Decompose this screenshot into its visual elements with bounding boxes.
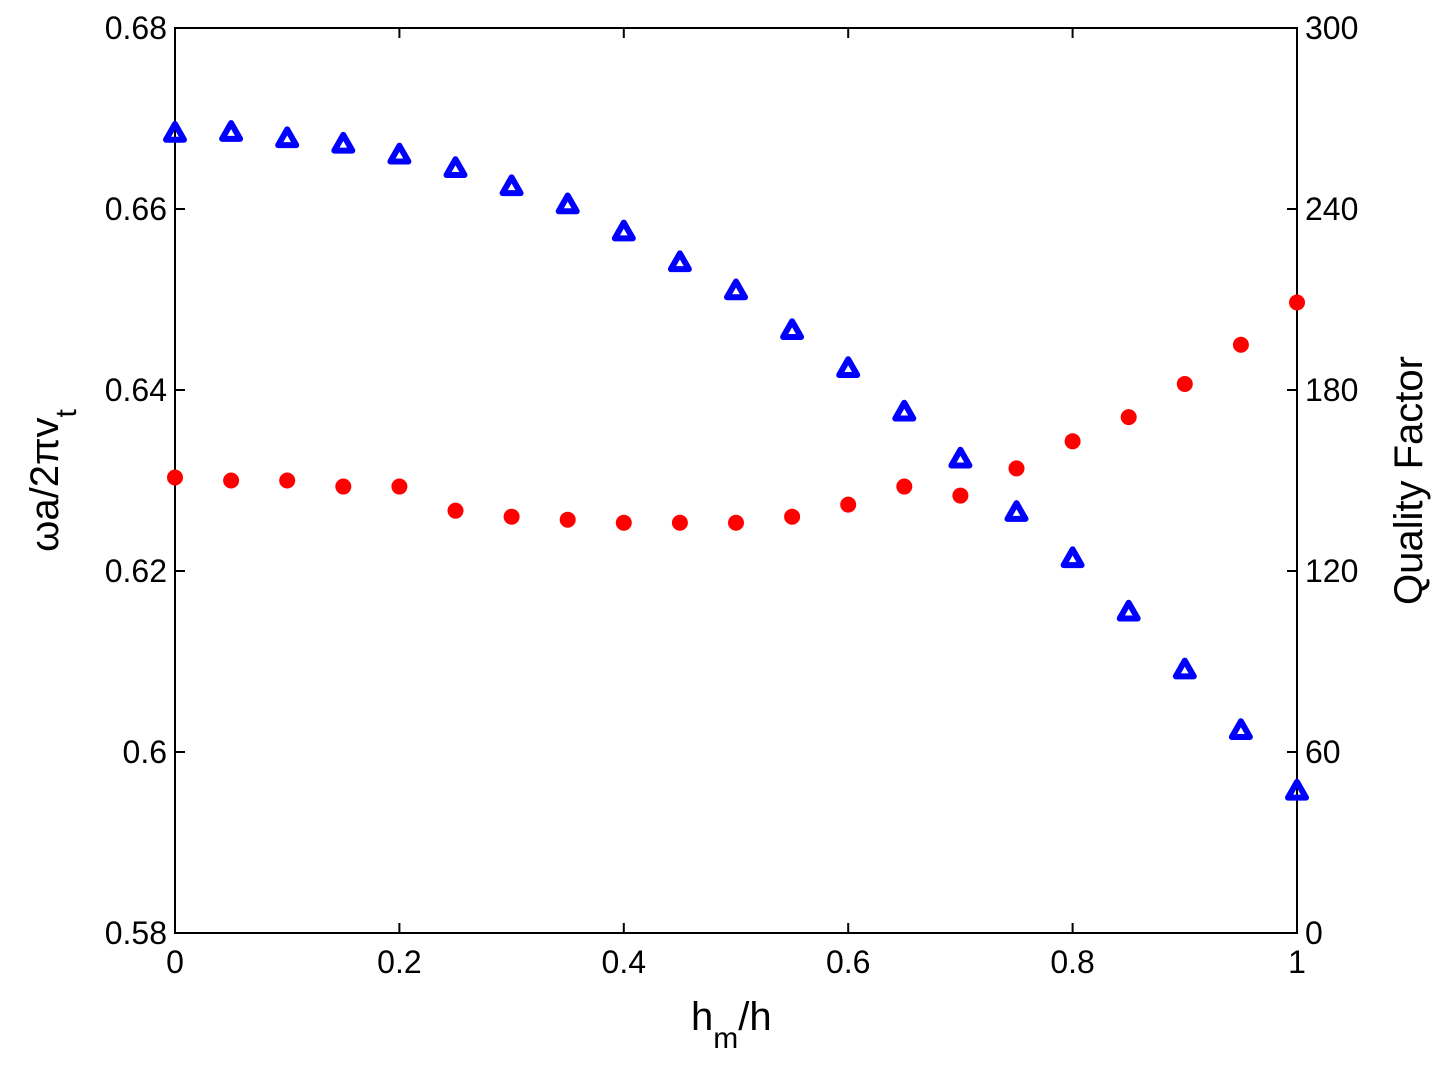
triangle-point — [611, 219, 636, 242]
triangle-point — [1060, 546, 1085, 569]
circle-point — [335, 478, 352, 495]
x-tick-label: 0.8 — [1050, 944, 1094, 980]
circle-point — [279, 472, 296, 489]
triangle-point — [219, 120, 244, 142]
triangle-point — [331, 131, 356, 154]
triangle-point — [724, 278, 748, 301]
tick-labels: 0 0.2 0.4 0.6 0.8 1 0.58 0.6 0.62 0.64 0.66 0.68 0 60… — [105, 10, 1359, 980]
x-axis-label-main: h — [691, 995, 713, 1039]
ticks — [174, 27, 1298, 934]
y-left-axis-label-main: ωa/2πv — [23, 417, 67, 551]
x-tick-label: 0.2 — [377, 944, 421, 980]
y-right-axis-label: Quality Factor — [1387, 356, 1431, 605]
y-left-tick-label: 0.64 — [105, 372, 167, 408]
circle-point — [615, 514, 632, 531]
circle-point — [671, 514, 688, 531]
triangle-point — [948, 446, 973, 469]
x-tick-label: 0 — [166, 944, 184, 980]
y-left-axis-label-sub: t — [50, 408, 83, 417]
x-axis-label-sub: m — [713, 1022, 738, 1055]
circle-point — [167, 469, 183, 486]
y-right-tick-label: 120 — [1305, 553, 1358, 589]
triangle-point — [499, 174, 524, 197]
triangle-point — [1228, 718, 1253, 741]
circle-point — [447, 502, 464, 519]
triangle-point — [892, 399, 917, 422]
circle-point — [503, 508, 520, 525]
y-right-tick-label: 60 — [1305, 734, 1341, 770]
x-tick-label: 0.6 — [826, 944, 870, 980]
y-right-tick-label: 0 — [1305, 915, 1323, 951]
triangle-point — [836, 356, 861, 379]
x-tick-label: 0.4 — [602, 944, 646, 980]
circle-point — [1008, 460, 1025, 477]
x-tick-label: 1 — [1288, 944, 1306, 980]
circle-point — [223, 472, 240, 489]
data-marks — [163, 120, 1309, 801]
triangle-point — [1116, 599, 1141, 622]
y-left-axis-label: ωa/2πvt — [23, 408, 83, 551]
circle-point — [952, 487, 969, 504]
circle-point — [840, 496, 857, 513]
circle-point — [1064, 433, 1081, 450]
circle-point — [1289, 294, 1305, 311]
circle-point — [1232, 336, 1249, 353]
triangle-point — [387, 142, 412, 165]
circle-point — [784, 508, 801, 525]
triangle-point — [1004, 500, 1029, 522]
triangle-point — [1285, 778, 1309, 801]
triangle-point — [275, 126, 300, 149]
x-axis-label: hm/h — [691, 995, 772, 1055]
circle-point — [728, 514, 744, 531]
x-axis-label-rest: /h — [738, 995, 771, 1039]
circle-point — [1120, 409, 1137, 426]
triangle-point — [667, 250, 692, 273]
y-left-tick-label: 0.68 — [105, 10, 167, 46]
circle-point — [559, 511, 576, 528]
triangle-point — [555, 192, 580, 215]
y-left-tick-label: 0.58 — [105, 915, 167, 951]
y-left-tick-label: 0.6 — [123, 734, 167, 770]
y-right-tick-label: 180 — [1305, 372, 1358, 408]
triangle-point — [163, 120, 187, 143]
circle-point — [896, 478, 913, 495]
circle-point — [391, 478, 408, 495]
y-right-tick-label: 240 — [1305, 191, 1358, 227]
triangle-point — [1172, 657, 1197, 680]
triangle-point — [780, 318, 805, 341]
y-left-tick-label: 0.66 — [105, 191, 167, 227]
y-right-tick-label: 300 — [1305, 10, 1358, 46]
y-left-tick-label: 0.62 — [105, 553, 167, 589]
circle-point — [1176, 375, 1193, 392]
triangle-point — [443, 156, 468, 179]
